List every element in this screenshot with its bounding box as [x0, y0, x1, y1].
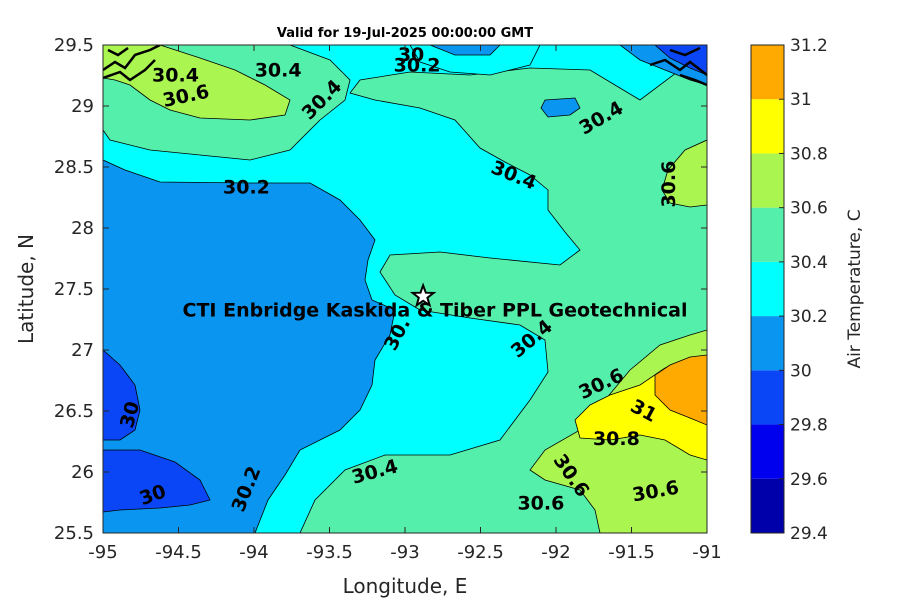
contour-label: 30.4 [152, 65, 199, 87]
colorbar-tick-label: 29.6 [790, 470, 828, 490]
colorbar-segment [751, 370, 784, 425]
colorbar-segment [751, 424, 784, 479]
y-tick-label: 28.5 [54, 157, 94, 178]
x-tick-label: -93.5 [306, 542, 353, 563]
y-tick-label: 27 [71, 340, 94, 361]
colorbar: 29.4 29.6 29.8 30 30.2 30.4 30.6 30.8 31 31.2 [750, 36, 828, 544]
contour-label: 30.4 [255, 60, 302, 82]
colorbar-label: Air Temperature, C [845, 209, 865, 368]
contour-label: 30.6 [658, 161, 680, 208]
band-29-8-west-lower [103, 449, 211, 513]
band-29-8-topright [654, 45, 707, 76]
band-30-2-top [409, 45, 541, 76]
coastline-west [103, 45, 161, 82]
x-tick-label: -94.5 [155, 542, 202, 563]
x-tick-label: -91.5 [608, 542, 655, 563]
colorbar-tick-label: 30.2 [790, 307, 828, 327]
coastline-east [649, 46, 707, 87]
colorbar-segment [751, 45, 784, 100]
x-tick-label: -94 [239, 542, 268, 563]
x-tick-label: -92.5 [457, 542, 504, 563]
x-axis-ticks: -95 -94.5 -94 -93.5 -93 -92.5 -92 -91.5 -91 [88, 45, 722, 563]
colorbar-tick-label: 31.2 [790, 36, 828, 56]
y-tick-label: 26.5 [54, 401, 94, 422]
colorbar-segment [751, 207, 784, 262]
colorbar-segment [751, 316, 784, 371]
contour-label: 30 [398, 44, 424, 66]
contour-fill-layer [103, 45, 707, 533]
band-29-8-west-upper [103, 349, 141, 441]
colorbar-tick-label: 31 [790, 90, 812, 110]
y-tick-label: 28 [71, 218, 94, 239]
band-30-0-west [103, 159, 396, 533]
band-30-0-top [429, 45, 501, 56]
band-31-0 [654, 354, 707, 426]
y-tick-label: 25.5 [54, 523, 94, 544]
colorbar-tick-label: 30.8 [790, 144, 828, 164]
colorbar-segment [751, 261, 784, 317]
x-tick-label: -91 [692, 542, 721, 563]
colorbar-tick-label: 30.6 [790, 199, 828, 219]
y-tick-label: 29 [71, 96, 94, 117]
site-marker: CTI Enbridge Kaskida & Tiber PPL Geotech… [183, 282, 688, 321]
contour-label: 30.8 [593, 428, 640, 450]
band-30-0-blob [540, 97, 581, 118]
x-tick-label: -92 [541, 542, 570, 563]
x-axis-label: Longitude, E [343, 574, 468, 598]
colorbar-tick-label: 29.8 [790, 416, 828, 436]
map-title: Valid for 19-Jul-2025 00:00:00 GMT [277, 26, 533, 41]
site-label: CTI Enbridge Kaskida & Tiber PPL Geotech… [183, 299, 688, 321]
y-axis-label: Latitude, N [14, 234, 38, 344]
colorbar-segment [751, 478, 784, 533]
colorbar-tick-label: 29.4 [790, 524, 828, 544]
colorbar-tick-label: 30 [790, 361, 812, 381]
colorbar-tick-label: 30.4 [790, 253, 828, 273]
y-tick-label: 27.5 [54, 279, 94, 300]
x-tick-label: -93 [390, 542, 419, 563]
site-star-icon [409, 282, 437, 308]
band-30-6-rightmid [661, 139, 707, 208]
y-tick-label: 29.5 [54, 35, 94, 56]
y-axis-ticks: 25.5 26 26.5 27 27.5 28 28.5 29 29.5 [54, 35, 707, 544]
x-tick-label: -95 [88, 542, 117, 563]
colorbar-segment [751, 99, 784, 154]
y-tick-label: 26 [71, 462, 94, 483]
colorbar-frame [750, 44, 785, 534]
contour-label: 30.2 [394, 55, 441, 77]
contour-label: 30.2 [223, 177, 270, 199]
contour-label: 30.6 [517, 493, 564, 515]
colorbar-segment [751, 153, 784, 208]
